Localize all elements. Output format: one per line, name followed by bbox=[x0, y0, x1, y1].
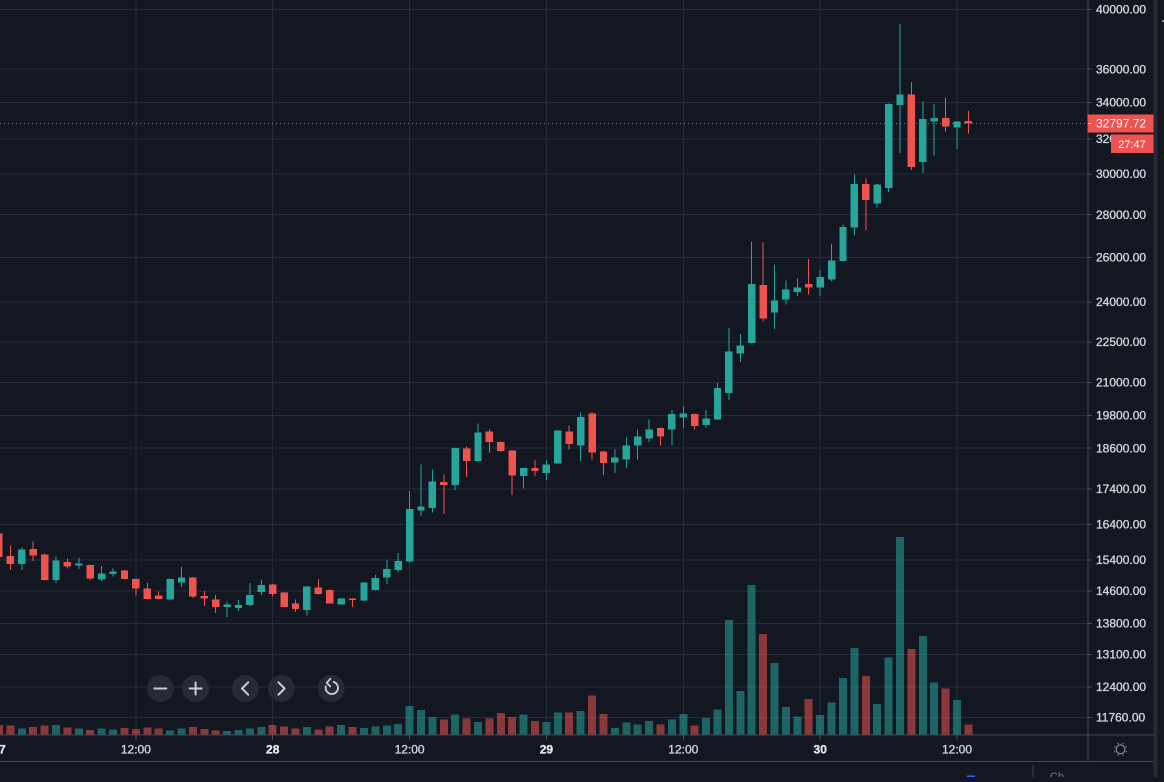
svg-text:40000.00: 40000.00 bbox=[1096, 3, 1146, 17]
svg-text:29: 29 bbox=[540, 743, 554, 757]
svg-text:34000.00: 34000.00 bbox=[1096, 96, 1146, 110]
svg-text:21000.00: 21000.00 bbox=[1096, 376, 1146, 390]
svg-text:14600.00: 14600.00 bbox=[1096, 584, 1146, 598]
svg-text:12:00: 12:00 bbox=[668, 743, 698, 757]
svg-text:19800.00: 19800.00 bbox=[1096, 409, 1146, 423]
svg-text:17400.00: 17400.00 bbox=[1096, 482, 1146, 496]
svg-text:12:00: 12:00 bbox=[942, 743, 972, 757]
svg-text:15400.00: 15400.00 bbox=[1096, 553, 1146, 567]
svg-text:28: 28 bbox=[266, 743, 280, 757]
svg-text:32797.72: 32797.72 bbox=[1096, 117, 1146, 131]
svg-text:27:47: 27:47 bbox=[1118, 139, 1146, 151]
svg-text:28000.00: 28000.00 bbox=[1096, 208, 1146, 222]
svg-text:22500.00: 22500.00 bbox=[1096, 335, 1146, 349]
svg-text:12400.00: 12400.00 bbox=[1096, 680, 1146, 694]
svg-text:13800.00: 13800.00 bbox=[1096, 617, 1146, 631]
svg-text:30000.00: 30000.00 bbox=[1096, 167, 1146, 181]
svg-text:16400.00: 16400.00 bbox=[1096, 518, 1146, 532]
svg-text:30: 30 bbox=[814, 743, 828, 757]
svg-text:26000.00: 26000.00 bbox=[1096, 251, 1146, 265]
svg-text:12:00: 12:00 bbox=[121, 743, 151, 757]
svg-text:27: 27 bbox=[0, 743, 6, 757]
svg-text:24000.00: 24000.00 bbox=[1096, 295, 1146, 309]
svg-text:36000.00: 36000.00 bbox=[1096, 62, 1146, 76]
svg-text:12:00: 12:00 bbox=[395, 743, 425, 757]
svg-text:18600.00: 18600.00 bbox=[1096, 441, 1146, 455]
svg-text:13100.00: 13100.00 bbox=[1096, 648, 1146, 662]
svg-text:Ch: Ch bbox=[1050, 771, 1064, 777]
svg-text:11760.00: 11760.00 bbox=[1096, 711, 1145, 725]
